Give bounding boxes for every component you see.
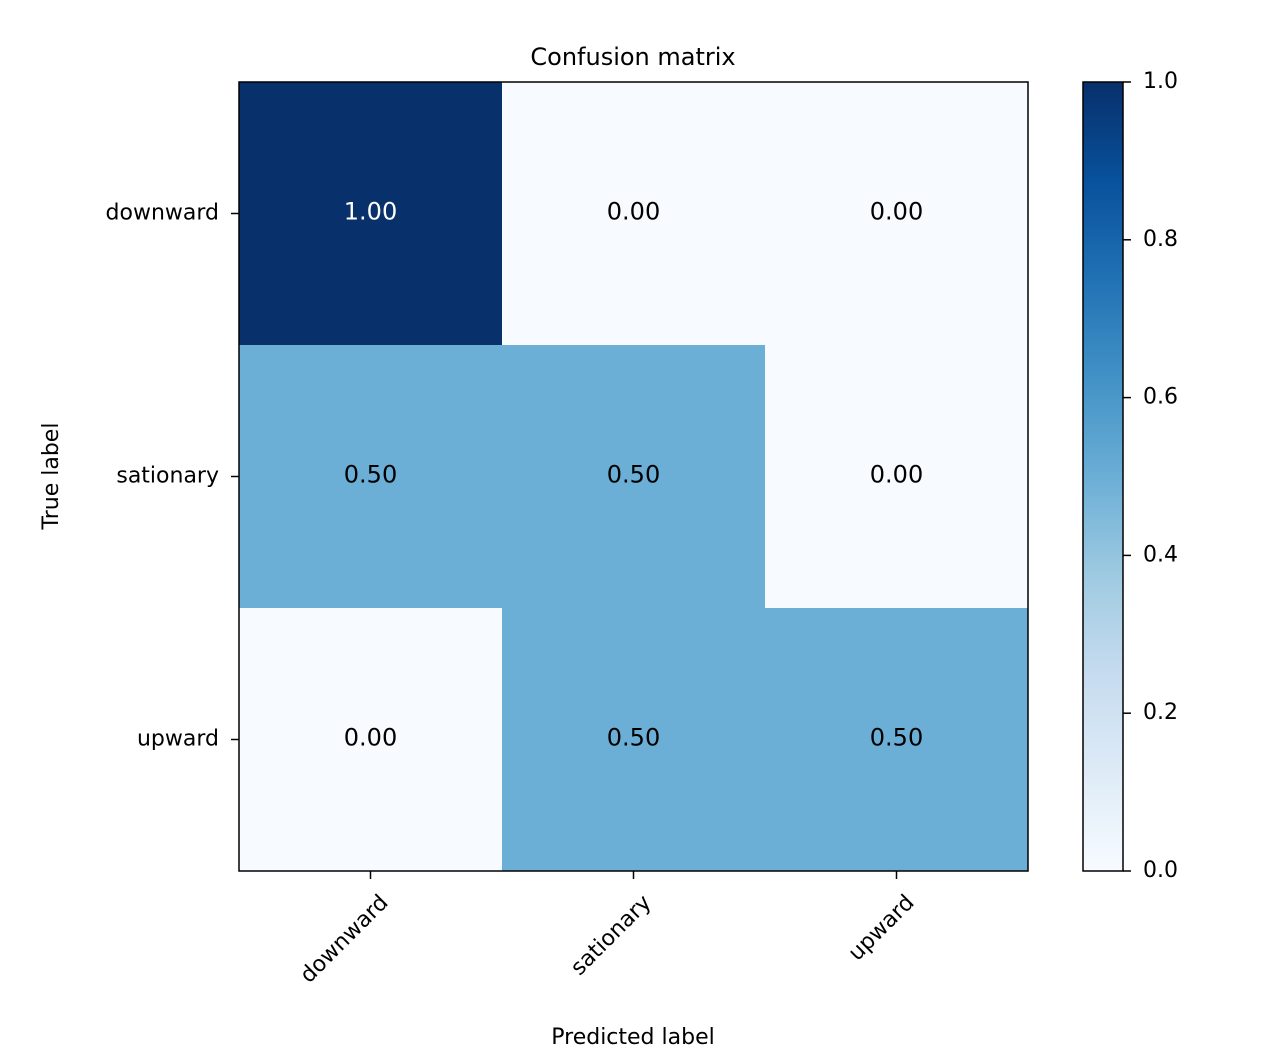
- heatmap-cell: [239, 608, 503, 872]
- x-axis-ticks: downward sationary upward: [296, 871, 920, 988]
- colorbar-tick-label: 0.8: [1143, 227, 1178, 252]
- y-tick-label: upward: [137, 727, 219, 752]
- cell-value-label: 0.50: [870, 724, 923, 752]
- x-axis-label: Predicted label: [551, 1025, 714, 1050]
- cell-value-label: 0.50: [607, 461, 660, 489]
- x-tick-label: downward: [296, 890, 394, 988]
- cell-value-label: 1.00: [344, 198, 397, 226]
- cell-value-label: 0.00: [344, 724, 397, 752]
- colorbar: [1082, 81, 1124, 872]
- colorbar-tick-label: 0.6: [1143, 385, 1178, 410]
- x-tick-label: sationary: [566, 890, 656, 980]
- heatmap-cell: [239, 82, 503, 346]
- chart-title: Confusion matrix: [530, 43, 735, 71]
- cell-value-label: 0.50: [344, 461, 397, 489]
- y-tick-label: sationary: [116, 464, 219, 489]
- y-axis-label: True label: [39, 423, 64, 531]
- x-tick-label: upward: [844, 890, 920, 966]
- cell-value-label: 0.00: [607, 198, 660, 226]
- y-tick-label: downward: [106, 201, 219, 226]
- heatmap-cell: [765, 608, 1029, 872]
- heatmap-cell-labels: 1.00 0.00 0.00 0.50 0.50 0.00 0.00 0.50 0.50: [344, 198, 923, 752]
- colorbar-tick-label: 1.0: [1143, 69, 1178, 94]
- heatmap-cells: [239, 82, 1029, 872]
- heatmap-cell: [502, 345, 766, 609]
- heatmap-cell: [765, 345, 1029, 609]
- colorbar-tick-label: 0.2: [1143, 700, 1178, 725]
- cell-value-label: 0.00: [870, 461, 923, 489]
- colorbar-tick-label: 0.0: [1143, 858, 1178, 883]
- colorbar-tick-label: 0.4: [1143, 542, 1178, 567]
- colorbar-ticks: 0.0 0.2 0.4 0.6 0.8 1.0: [1123, 69, 1178, 883]
- cell-value-label: 0.50: [607, 724, 660, 752]
- heatmap-cell: [502, 82, 766, 346]
- heatmap-cell: [239, 345, 503, 609]
- cell-value-label: 0.00: [870, 198, 923, 226]
- heatmap-cell: [502, 608, 766, 872]
- heatmap-cell: [765, 82, 1029, 346]
- y-axis-ticks: downward sationary upward: [106, 201, 239, 752]
